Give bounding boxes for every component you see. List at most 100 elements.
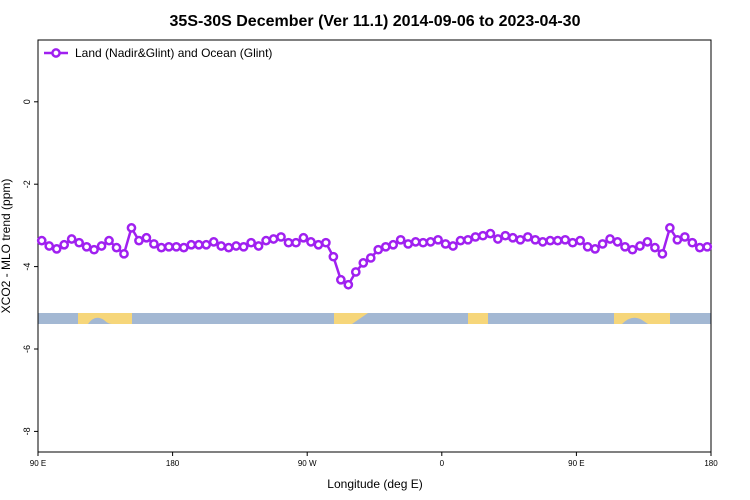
data-point <box>193 239 204 250</box>
data-point <box>545 235 556 246</box>
data-point <box>223 242 234 253</box>
data-point <box>635 241 645 251</box>
data-point <box>365 253 376 263</box>
data-point <box>679 232 690 242</box>
data-point <box>687 237 698 248</box>
data-point <box>650 242 660 253</box>
x-tick-label: 180 <box>166 459 180 468</box>
data-point <box>253 241 264 251</box>
data-point <box>208 237 219 247</box>
land-mask-strip <box>38 313 711 324</box>
data-point <box>470 232 481 242</box>
data-point <box>74 237 84 248</box>
y-tick-label: 0 <box>22 99 32 104</box>
x-tick-label: 90 W <box>298 459 317 468</box>
data-point <box>164 241 174 252</box>
data-point <box>515 234 526 245</box>
data-point <box>336 274 346 285</box>
data-point <box>560 234 571 245</box>
data-point <box>657 248 668 259</box>
y-tick-label: -2 <box>22 180 32 188</box>
data-point <box>51 244 62 254</box>
data-point <box>537 237 548 247</box>
y-tick-label: -4 <box>22 263 32 271</box>
data-point <box>410 237 421 247</box>
data-point <box>403 239 413 249</box>
data-point <box>552 235 563 246</box>
data-point <box>642 237 653 247</box>
data-point <box>530 234 541 245</box>
data-point <box>380 241 391 252</box>
data-point <box>238 241 249 252</box>
data-point <box>44 241 55 251</box>
x-tick-label: 180 <box>704 459 718 468</box>
data-point <box>89 244 99 255</box>
legend-label: Land (Nadir&Glint) and Ocean (Glint) <box>75 46 272 60</box>
x-axis-label: Longitude (deg E) <box>327 477 422 491</box>
legend-marker <box>51 48 61 58</box>
data-point <box>500 230 511 241</box>
data-point <box>582 241 593 252</box>
data-point <box>605 234 615 244</box>
data-point <box>358 258 369 268</box>
data-point <box>141 232 152 243</box>
data-point <box>702 241 713 252</box>
plot-frame <box>37 39 712 453</box>
data-point <box>59 239 70 250</box>
data-point <box>306 237 316 247</box>
data-point <box>507 232 518 243</box>
data-point <box>448 241 458 251</box>
data-point <box>612 237 623 247</box>
data-point <box>493 234 503 244</box>
data-point <box>418 237 428 248</box>
data-point <box>216 241 227 251</box>
data-point <box>455 235 466 246</box>
data-point <box>485 228 496 239</box>
data-point <box>522 232 533 242</box>
data-point <box>425 237 436 247</box>
x-tick-label: 0 <box>440 459 445 468</box>
data-point <box>81 241 92 252</box>
data-point <box>567 237 578 248</box>
y-axis-label: XCO2 - MLO trend (ppm) <box>0 179 13 314</box>
data-point <box>463 234 473 245</box>
data-point <box>433 234 443 245</box>
data-point <box>343 279 354 290</box>
x-tick-label: 90 E <box>568 459 584 468</box>
data-point <box>627 244 638 255</box>
data-point <box>134 235 144 246</box>
data-point <box>276 232 286 242</box>
data-point <box>268 234 279 244</box>
data-point <box>298 232 309 243</box>
data-point <box>186 239 197 250</box>
data-point <box>178 242 189 253</box>
data-point <box>590 244 600 254</box>
data-point <box>156 242 167 253</box>
data-point <box>672 234 683 245</box>
data-point <box>126 223 137 233</box>
data-point <box>201 239 212 250</box>
data-point <box>149 239 159 249</box>
data-point <box>373 244 384 255</box>
y-tick-label: -6 <box>22 345 32 353</box>
data-point <box>321 237 331 248</box>
data-point <box>104 235 114 246</box>
data-point <box>350 267 361 277</box>
data-point <box>694 242 705 253</box>
data-point <box>246 237 256 248</box>
x-tick-label: 90 E <box>30 459 46 468</box>
data-point <box>96 241 107 251</box>
y-tick-label: -8 <box>22 427 32 435</box>
data-point <box>328 251 339 262</box>
data-point <box>597 239 608 249</box>
data-point <box>231 241 242 251</box>
data-point <box>291 237 301 248</box>
data-point <box>388 239 399 250</box>
chart-title: 35S-30S December (Ver 11.1) 2014-09-06 t… <box>170 13 581 30</box>
data-point <box>119 248 129 259</box>
data-point <box>440 239 451 249</box>
data-point <box>665 223 675 233</box>
data-point <box>111 242 122 253</box>
data-point <box>36 235 47 246</box>
